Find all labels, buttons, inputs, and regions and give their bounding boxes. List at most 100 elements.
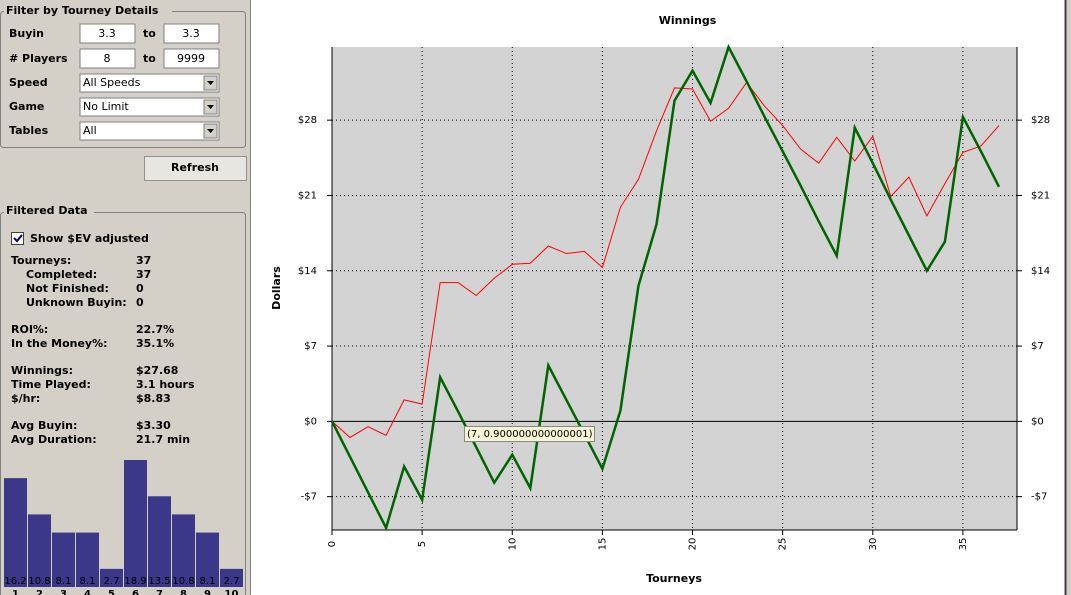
x-tick-label: 15 bbox=[597, 538, 608, 551]
stat-label: Not Finished: bbox=[26, 282, 109, 295]
hist-category: 3 bbox=[60, 589, 67, 595]
field-label: Tables bbox=[9, 124, 49, 137]
hist-value-label: 16.2 bbox=[4, 576, 26, 587]
y-tick-label: $7 bbox=[304, 341, 317, 352]
checkmark bbox=[13, 234, 23, 243]
hist-category: 8 bbox=[180, 589, 187, 595]
y-tick-label: $14 bbox=[298, 266, 317, 277]
x-tick-label: 35 bbox=[958, 538, 969, 551]
group-title: Filter by Tourney Details bbox=[6, 4, 159, 17]
y2-tick-label: $0 bbox=[1031, 416, 1044, 427]
y2-tick-label: $14 bbox=[1031, 266, 1050, 277]
group-box bbox=[0, 212, 246, 595]
y2-tick-label: $21 bbox=[1031, 190, 1050, 201]
hist-value-label: 2.7 bbox=[104, 576, 120, 587]
field-label: Buyin bbox=[9, 27, 44, 40]
y-tick-label: $28 bbox=[298, 115, 317, 126]
dropdown[interactable] bbox=[79, 97, 220, 117]
chart-title: Winnings bbox=[659, 14, 717, 27]
checkbox[interactable] bbox=[11, 232, 24, 245]
series-line bbox=[330, 43, 1001, 532]
y-tick-label: -$7 bbox=[301, 492, 317, 503]
text-input[interactable] bbox=[79, 23, 136, 44]
hist-bar bbox=[76, 532, 99, 587]
text-input[interactable] bbox=[163, 23, 220, 44]
stat-value: 21.7 min bbox=[136, 433, 190, 446]
hist-category: 2 bbox=[36, 589, 43, 595]
hist-value-label: 8.1 bbox=[200, 576, 216, 587]
text-input[interactable] bbox=[79, 48, 136, 69]
series-line bbox=[331, 81, 1000, 439]
dropdown-arrow bbox=[207, 105, 214, 109]
input-value: 8 bbox=[104, 52, 111, 65]
hist-bar bbox=[220, 568, 243, 587]
field-label: # Players bbox=[9, 52, 68, 65]
checkbox-label: Show $EV adjusted bbox=[30, 232, 149, 245]
hist-value-label: 8.1 bbox=[80, 576, 96, 587]
hist-bar bbox=[4, 478, 27, 587]
tooltip-box bbox=[464, 426, 595, 442]
hist-bar bbox=[52, 532, 75, 587]
hist-value-label: 18.9 bbox=[124, 576, 146, 587]
stat-label: $/hr: bbox=[11, 392, 40, 405]
hist-category: 4 bbox=[84, 589, 91, 595]
dropdown-value: All bbox=[83, 124, 97, 137]
hist-value-label: 10.8 bbox=[172, 576, 194, 587]
stat-value: 0 bbox=[136, 282, 144, 295]
text-input[interactable] bbox=[163, 48, 220, 69]
legend-bg bbox=[4, 205, 94, 219]
hist-value-label: 13.5 bbox=[148, 576, 170, 587]
stat-value: 37 bbox=[136, 254, 151, 267]
hist-category: 5 bbox=[108, 589, 115, 595]
hist-bar bbox=[172, 514, 195, 587]
hist-category: 9 bbox=[204, 589, 211, 595]
y-tick-label: $21 bbox=[298, 190, 317, 201]
hist-value-label: 10.8 bbox=[28, 576, 50, 587]
y-tick-label: $0 bbox=[304, 416, 317, 427]
dropdown[interactable] bbox=[79, 73, 220, 93]
y2-tick-label: $7 bbox=[1031, 341, 1044, 352]
stat-value: 37 bbox=[136, 268, 151, 281]
field-label: to bbox=[143, 52, 156, 65]
button-label: Refresh bbox=[171, 161, 219, 174]
y2-tick-label: $28 bbox=[1031, 115, 1050, 126]
stat-label: ROI%: bbox=[11, 323, 48, 336]
hist-value-label: 2.7 bbox=[224, 576, 240, 587]
input-value: 9999 bbox=[177, 52, 205, 65]
field-label: to bbox=[143, 27, 156, 40]
stat-label: In the Money%: bbox=[11, 337, 108, 350]
refresh-button[interactable] bbox=[144, 156, 247, 181]
dropdown[interactable] bbox=[79, 121, 220, 141]
y2-tick-label: -$7 bbox=[1031, 492, 1047, 503]
stat-value: $3.30 bbox=[136, 419, 171, 432]
stat-label: Completed: bbox=[26, 268, 97, 281]
input-value: 3.3 bbox=[98, 27, 116, 40]
field-label: Speed bbox=[9, 76, 48, 89]
tooltip: (7, 0.900000000000001) bbox=[467, 429, 593, 440]
x-tick-label: 10 bbox=[507, 538, 518, 551]
hist-category: 6 bbox=[132, 589, 139, 595]
stat-value: $8.83 bbox=[136, 392, 171, 405]
field-label: Game bbox=[9, 100, 44, 113]
stat-label: Time Played: bbox=[11, 378, 91, 391]
stat-label: Unknown Buyin: bbox=[26, 296, 127, 309]
x-tick-label: 0 bbox=[327, 541, 338, 547]
stat-label: Avg Duration: bbox=[11, 433, 97, 446]
stat-value: 0 bbox=[136, 296, 144, 309]
x-tick-label: 30 bbox=[868, 538, 879, 551]
hist-category: 7 bbox=[156, 589, 163, 595]
hist-category: 1 bbox=[12, 589, 19, 595]
dropdown-arrow bbox=[207, 81, 214, 85]
x-tick-label: 5 bbox=[417, 541, 428, 547]
stat-value: 22.7% bbox=[136, 323, 174, 336]
x-tick-label: 25 bbox=[778, 538, 789, 551]
hist-value-label: 8.1 bbox=[56, 576, 72, 587]
stat-value: $27.68 bbox=[136, 364, 178, 377]
plot-area bbox=[332, 47, 1017, 530]
stat-label: Tourneys: bbox=[11, 254, 71, 267]
hist-bar bbox=[124, 460, 147, 587]
hist-category: 10 bbox=[225, 589, 239, 595]
hist-bar bbox=[148, 496, 171, 587]
